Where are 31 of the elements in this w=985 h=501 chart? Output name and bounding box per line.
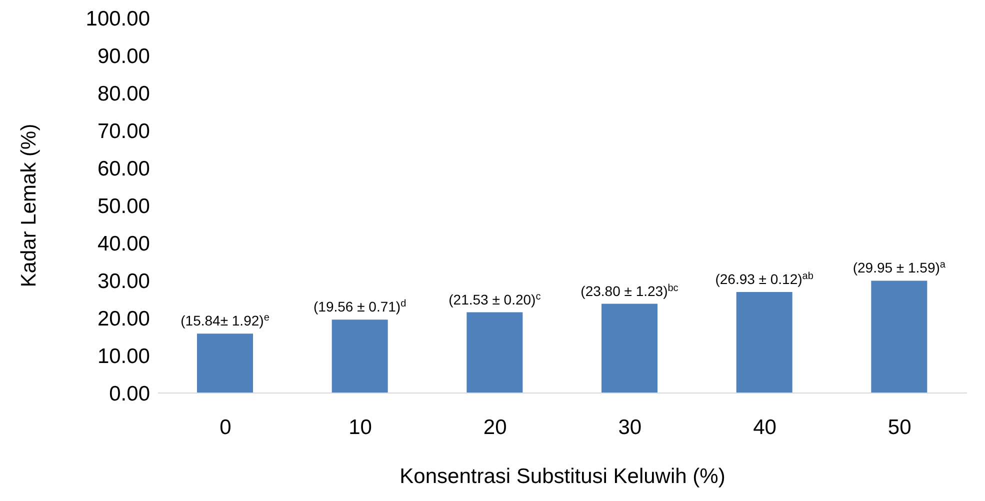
data-label: (26.93 ± 0.12)$^{ab}$: [715, 270, 814, 288]
y-tick-label: 30.00: [97, 270, 150, 293]
bar: [736, 292, 792, 393]
y-tick-label: 60.00: [97, 157, 150, 180]
y-tick-label: 100.00: [86, 7, 150, 30]
bar: [332, 320, 388, 393]
x-tick-label: 40: [753, 416, 776, 439]
x-tick-label: 0: [220, 416, 232, 439]
data-label: (15.84± 1.92)$^{e}$: [180, 312, 270, 329]
bar: [466, 312, 523, 393]
data-label: (23.80 ± 1.23)$^{bc}$: [580, 282, 678, 299]
y-tick-label: 20.00: [97, 307, 150, 330]
bar: [602, 304, 658, 393]
data-label: (29.95 ± 1.59)$^{a}$: [852, 259, 946, 276]
x-tick-label: 30: [618, 416, 642, 439]
x-tick-label: 20: [483, 416, 507, 439]
bar: [871, 280, 928, 393]
y-tick-label: 0.00: [109, 382, 150, 406]
x-tick-label: 50: [888, 416, 912, 439]
x-tick-label: 10: [348, 416, 372, 439]
y-tick-label: 70.00: [97, 120, 150, 143]
x-axis-title: Konsentrasi Substitusi Keluwih (%): [400, 465, 726, 488]
y-tick-label: 90.00: [97, 44, 150, 68]
y-tick-label: 10.00: [97, 344, 150, 368]
bar: [197, 334, 253, 393]
y-tick-label: 40.00: [97, 232, 150, 256]
y-axis-title: Kadar Lemak (%): [17, 124, 40, 288]
y-tick-label: 50.00: [97, 194, 150, 218]
data-label: (21.53 ± 0.20)$^{c}$: [448, 290, 541, 308]
data-label: (19.56 ± 0.71)$^{d}$: [314, 298, 406, 315]
y-tick-label: 80.00: [97, 82, 150, 106]
